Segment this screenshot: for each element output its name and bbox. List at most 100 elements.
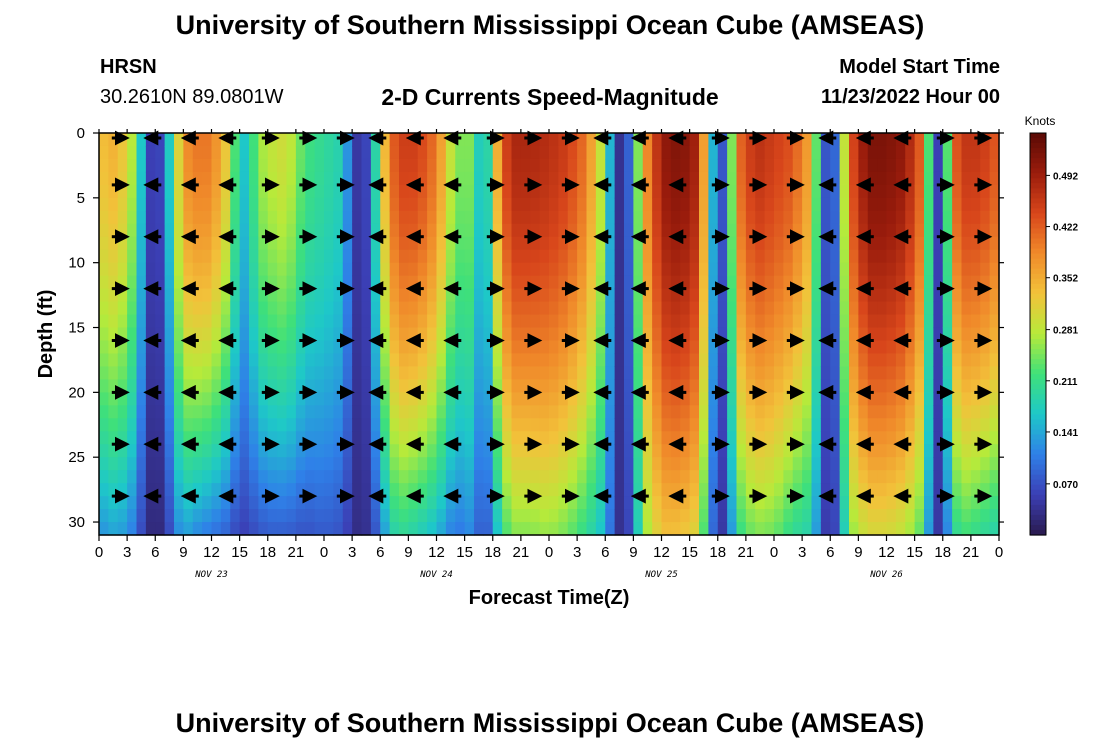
heatmap-cell <box>333 366 344 380</box>
heatmap-cell <box>230 379 241 393</box>
colorbar-segment <box>1030 364 1046 370</box>
heatmap-cell <box>474 379 484 393</box>
heatmap-cell <box>99 366 109 380</box>
heatmap-cell <box>314 522 325 536</box>
heatmap-cell <box>164 197 175 212</box>
heatmap-cell <box>539 444 550 458</box>
heatmap-cell <box>277 327 288 342</box>
heatmap-cell <box>952 314 963 329</box>
colorbar-segment <box>1030 138 1046 144</box>
heatmap-cell <box>849 470 859 484</box>
heatmap-cell <box>624 314 634 329</box>
heatmap-cell <box>352 379 363 393</box>
heatmap-cell <box>286 197 297 212</box>
heatmap-cell <box>99 327 109 342</box>
heatmap-cell <box>258 457 269 471</box>
heatmap-cell <box>436 366 447 380</box>
heatmap-cell <box>717 353 728 368</box>
heatmap-cell <box>220 496 231 510</box>
heatmap-cell <box>708 210 719 225</box>
heatmap-cell <box>933 171 944 186</box>
heatmap-cell <box>427 171 438 186</box>
heatmap-cell <box>267 509 278 523</box>
heatmap-cell <box>399 379 409 393</box>
heatmap-cell <box>614 522 625 536</box>
heatmap-cell <box>427 431 438 445</box>
heatmap-cell <box>174 223 184 238</box>
colorbar-segment <box>1030 168 1046 174</box>
heatmap-cell <box>820 158 831 173</box>
heatmap-cell <box>99 288 109 303</box>
heatmap-cell <box>802 457 813 471</box>
heatmap-cell <box>867 366 878 380</box>
heatmap-cell <box>886 145 897 160</box>
heatmap-cell <box>614 509 625 523</box>
heatmap-cell <box>745 314 756 329</box>
heatmap-cell <box>352 145 363 160</box>
heatmap-cell <box>295 327 306 342</box>
heatmap-cell <box>530 288 541 303</box>
heatmap-cell <box>502 470 513 484</box>
heatmap-cell <box>342 236 353 251</box>
heatmap-cell <box>324 379 334 393</box>
heatmap-cell <box>614 184 625 199</box>
heatmap-cell <box>624 197 634 212</box>
heatmap-cell <box>952 379 963 393</box>
heatmap-cell <box>830 158 841 173</box>
heatmap-cell <box>802 418 813 432</box>
heatmap-cell <box>483 353 494 368</box>
colorbar-segment <box>1030 283 1046 290</box>
heatmap-cell <box>567 210 578 225</box>
heatmap-cell <box>792 262 803 277</box>
heatmap-cell <box>942 392 953 406</box>
heatmap-cell <box>549 158 559 173</box>
heatmap-cell <box>399 431 409 445</box>
heatmap-cell <box>464 392 475 406</box>
heatmap-cell <box>127 314 138 329</box>
heatmap-cell <box>230 366 241 380</box>
heatmap-cell <box>717 392 728 406</box>
heatmap-cell <box>286 431 297 445</box>
heatmap-cell <box>558 158 569 173</box>
heatmap-cell <box>474 210 484 225</box>
heatmap-cell <box>830 288 841 303</box>
heatmap-cell <box>127 249 138 264</box>
heatmap-cell <box>136 366 147 380</box>
heatmap-cell <box>127 353 138 368</box>
heatmap-cell <box>774 392 784 406</box>
heatmap-cell <box>595 197 606 212</box>
heatmap-cell <box>183 158 194 173</box>
heatmap-cell <box>680 158 691 173</box>
colorbar-segment <box>1030 223 1046 230</box>
heatmap-cell <box>305 522 316 536</box>
heatmap-cell <box>211 197 222 212</box>
heatmap-cell <box>427 509 438 523</box>
heatmap-cell <box>933 145 944 160</box>
heatmap-cell <box>155 405 166 419</box>
heatmap-cell <box>727 262 738 277</box>
heatmap-cell <box>192 275 203 290</box>
heatmap-cell <box>549 197 559 212</box>
heatmap-cell <box>427 340 438 355</box>
heatmap-cell <box>867 483 878 497</box>
heatmap-cell <box>577 171 588 186</box>
heatmap-cell <box>680 470 691 484</box>
heatmap-cell <box>408 457 419 471</box>
heatmap-cell <box>820 522 831 536</box>
heatmap-cell <box>989 184 1000 199</box>
heatmap-cell <box>839 314 850 329</box>
heatmap-cell <box>933 197 944 212</box>
colorbar-segment <box>1030 489 1046 496</box>
heatmap-cell <box>417 197 428 212</box>
heatmap-cell <box>530 197 541 212</box>
heatmap-cell <box>230 418 241 432</box>
heatmap-cell <box>436 392 447 406</box>
heatmap-cell <box>661 288 672 303</box>
heatmap-cell <box>202 366 213 380</box>
heatmap-cell <box>380 133 391 147</box>
heatmap-cell <box>661 522 672 536</box>
heatmap-cell <box>136 288 147 303</box>
heatmap-cell <box>136 522 147 536</box>
heatmap-cell <box>699 210 709 225</box>
heatmap-cell <box>830 262 841 277</box>
